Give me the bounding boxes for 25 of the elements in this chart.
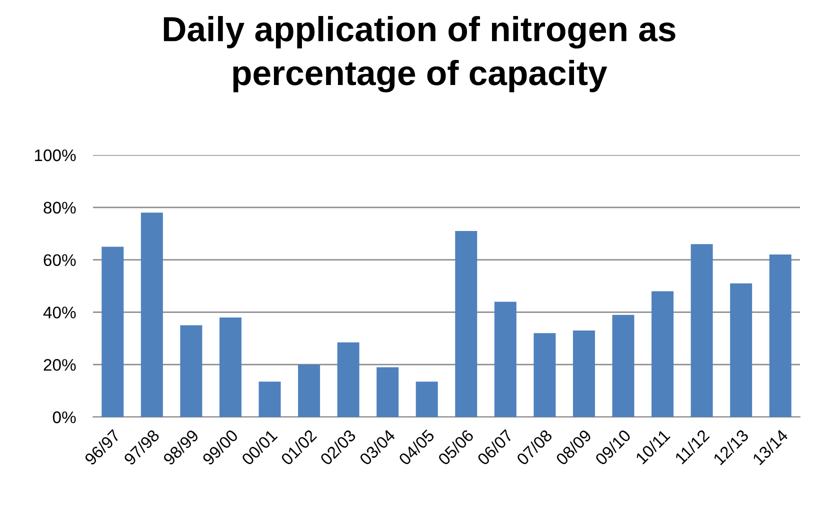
bar	[102, 246, 124, 417]
bar	[140, 212, 163, 417]
bar	[416, 382, 438, 417]
bar	[455, 230, 478, 417]
bar	[494, 302, 516, 417]
bar	[730, 283, 752, 417]
y-tick-label: 40%	[43, 306, 76, 318]
bar	[572, 330, 595, 417]
y-tick-label: 20%	[44, 359, 76, 371]
bar	[298, 364, 320, 417]
bar	[652, 291, 674, 417]
bar	[219, 317, 242, 417]
y-tick-label: 80%	[44, 202, 76, 214]
y-tick-label: 100%	[34, 149, 76, 162]
bar	[337, 342, 360, 417]
bar	[376, 367, 399, 417]
y-tick-label: 60%	[44, 254, 76, 266]
y-tick-label: 0%	[52, 411, 76, 424]
bar	[612, 314, 634, 417]
bar	[180, 325, 202, 417]
bar	[534, 333, 556, 417]
bar	[258, 382, 281, 417]
chart-title: Daily application of nitrogen as percentage of capacity	[164, 16, 676, 92]
bar	[690, 244, 713, 417]
bar	[769, 254, 792, 417]
